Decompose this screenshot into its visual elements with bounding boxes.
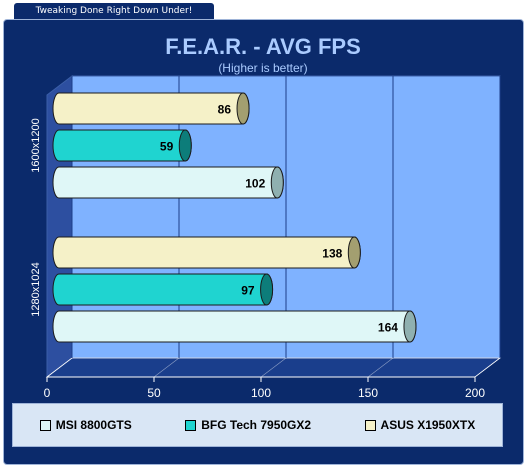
bar-1280x1024-asus-x1950xtx-cap [347, 236, 361, 269]
site-tagline: Tweaking Done Right Down Under! [14, 3, 214, 19]
data-label-1280x1024-1: 97 [241, 284, 255, 298]
legend-swatch-2 [364, 419, 376, 431]
x-tick-label-4: 200 [465, 386, 485, 400]
bar-1280x1024-bfg-tech-7950gx2-cap [260, 273, 274, 306]
floor-gridline-1 [153, 357, 180, 378]
legend-item-0: MSI 8800GTS [39, 418, 132, 432]
bar-1600x1200-bfg-tech-7950gx2-cap [178, 129, 192, 162]
legend-label-1: BFG Tech 7950GX2 [201, 418, 312, 432]
category-label-0: 1600x1200 [30, 118, 42, 172]
bar-1280x1024-bfg-tech-7950gx2 [52, 273, 274, 306]
x-tick-label-3: 150 [358, 386, 378, 400]
legend-swatch-1 [185, 419, 197, 431]
legend-label-2: ASUS X1950XTX [380, 418, 476, 432]
bar-1280x1024-msi-8800gts-cap [403, 310, 417, 343]
fps-bar-chart: F.E.A.R. - AVG FPS (Higher is better) 0 5… [30, 34, 502, 400]
legend-item-1: BFG Tech 7950GX2 [185, 418, 311, 432]
bar-1600x1200-asus-x1950xtx-cap [236, 92, 250, 125]
legend-swatch-0 [39, 419, 51, 431]
bar-1280x1024-msi-8800gts [52, 310, 417, 343]
floor-gridline-3 [367, 357, 394, 378]
data-label-1280x1024-2: 138 [322, 247, 342, 261]
x-tick-label-2: 100 [251, 386, 271, 400]
x-tick-label-0: 0 [44, 386, 51, 400]
data-label-1280x1024-0: 164 [378, 321, 398, 335]
legend-label-0: MSI 8800GTS [55, 418, 132, 432]
data-label-1600x1200-1: 59 [160, 140, 174, 154]
bar-1280x1024-asus-x1950xtx [52, 236, 361, 269]
x-tick-label-1: 50 [147, 386, 161, 400]
floor-gridline-2 [260, 357, 287, 378]
plot-area: 0 50 100 150 200 86 59 102 1600x1200 138 97 164 1280… [30, 74, 502, 400]
chart-panel: F.E.A.R. - AVG FPS (Higher is better) 0 5… [3, 19, 524, 465]
data-label-1600x1200-2: 86 [218, 103, 232, 117]
chart-subtitle: (Higher is better) [218, 61, 307, 75]
legend-item-2: ASUS X1950XTX [364, 418, 476, 432]
chart-title: F.E.A.R. - AVG FPS [165, 34, 361, 59]
floor-gridline-4 [474, 357, 501, 378]
data-label-1600x1200-0: 102 [245, 177, 265, 191]
chart-legend: MSI 8800GTS BFG Tech 7950GX2 ASUS X1950XTX [12, 403, 503, 447]
floor-gridline-0 [46, 357, 73, 378]
bar-1600x1200-msi-8800gts-cap [270, 166, 284, 199]
category-label-1: 1280x1024 [30, 262, 42, 316]
